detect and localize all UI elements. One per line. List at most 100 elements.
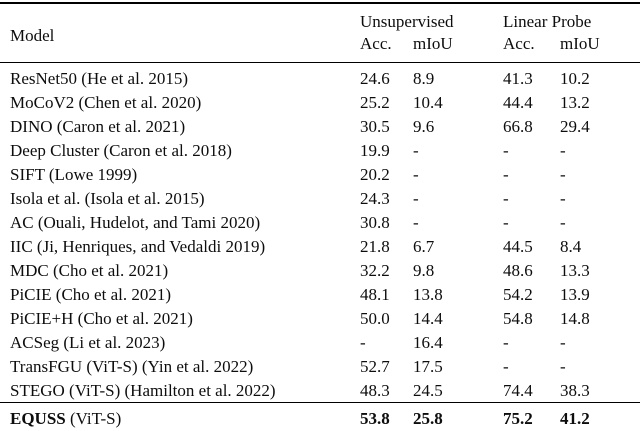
- linear-miou-cell: -: [560, 164, 566, 184]
- unsup-miou-cell: 8.9: [413, 68, 435, 88]
- unsup-acc-cell: 30.5: [360, 116, 390, 136]
- model-cell: SIFT (Lowe 1999): [10, 164, 138, 184]
- linear-acc-cell: 54.8: [503, 308, 533, 328]
- table-row: DINO (Caron et al. 2021) 30.5 9.6 66.8 2…: [0, 114, 640, 138]
- linear-acc-cell: -: [503, 356, 509, 376]
- table-row: STEGO (ViT-S) (Hamilton et al. 2022) 48.…: [0, 378, 640, 403]
- model-cell: MDC (Cho et al. 2021): [10, 260, 169, 280]
- unsup-acc-cell: 24.6: [360, 68, 390, 88]
- unsup-miou-cell: -: [413, 188, 419, 208]
- model-cell: MoCoV2 (Chen et al. 2020): [10, 92, 202, 112]
- table-row: ACSeg (Li et al. 2023) - 16.4 - -: [0, 330, 640, 354]
- linear-miou-cell: 38.3: [560, 380, 590, 400]
- column-header-unsup-acc: Acc.: [360, 34, 392, 53]
- linear-acc-cell: 48.6: [503, 260, 533, 280]
- unsup-acc-cell: 30.8: [360, 212, 390, 232]
- unsup-acc-cell: 24.3: [360, 188, 390, 208]
- table-row: Deep Cluster (Caron et al. 2018) 19.9 - …: [0, 138, 640, 162]
- unsup-miou-cell: 25.8: [413, 408, 443, 428]
- linear-acc-cell: -: [503, 140, 509, 160]
- unsup-miou-cell: -: [413, 140, 419, 160]
- unsup-miou-cell: 9.6: [413, 116, 435, 136]
- linear-miou-cell: -: [560, 212, 566, 232]
- unsup-miou-cell: 16.4: [413, 332, 443, 352]
- linear-acc-cell: 44.5: [503, 236, 533, 256]
- table-row: MoCoV2 (Chen et al. 2020) 25.2 10.4 44.4…: [0, 90, 640, 114]
- linear-miou-cell: 13.3: [560, 260, 590, 280]
- unsup-miou-cell: 17.5: [413, 356, 443, 376]
- linear-miou-cell: 29.4: [560, 116, 590, 136]
- unsup-miou-cell: 13.8: [413, 284, 443, 304]
- unsup-acc-cell: 19.9: [360, 140, 390, 160]
- linear-acc-cell: -: [503, 188, 509, 208]
- linear-acc-cell: -: [503, 212, 509, 232]
- unsup-acc-cell: 21.8: [360, 236, 390, 256]
- table-row: MDC (Cho et al. 2021) 32.2 9.8 48.6 13.3: [0, 258, 640, 282]
- unsup-miou-cell: 14.4: [413, 308, 443, 328]
- model-cell: STEGO (ViT-S) (Hamilton et al. 2022): [10, 380, 276, 400]
- table-row: Isola et al. (Isola et al. 2015) 24.3 - …: [0, 186, 640, 210]
- model-cell: ResNet50 (He et al. 2015): [10, 68, 188, 88]
- table-row: TransFGU (ViT-S) (Yin et al. 2022) 52.7 …: [0, 354, 640, 378]
- highlight-row-equss: EQUSS (ViT-S) 53.8 25.8 75.2 41.2: [0, 402, 640, 431]
- table-row: PiCIE+H (Cho et al. 2021) 50.0 14.4 54.8…: [0, 306, 640, 330]
- unsup-acc-cell: -: [360, 332, 366, 352]
- table-header: Model Unsupervised Linear Probe Acc. mIo…: [0, 3, 640, 63]
- linear-acc-cell: -: [503, 332, 509, 352]
- linear-miou-cell: 8.4: [560, 236, 582, 256]
- linear-acc-cell: 44.4: [503, 92, 533, 112]
- model-cell: PiCIE (Cho et al. 2021): [10, 284, 172, 304]
- model-cell: ACSeg (Li et al. 2023): [10, 332, 166, 352]
- table-row: ResNet50 (He et al. 2015) 24.6 8.9 41.3 …: [0, 63, 640, 91]
- linear-miou-cell: -: [560, 356, 566, 376]
- unsup-miou-cell: -: [413, 164, 419, 184]
- linear-miou-cell: -: [560, 332, 566, 352]
- linear-acc-cell: 54.2: [503, 284, 533, 304]
- linear-miou-cell: 10.2: [560, 68, 590, 88]
- linear-miou-cell: 41.2: [560, 408, 590, 428]
- model-cell: DINO (Caron et al. 2021): [10, 116, 186, 136]
- header-sub-row: Acc. mIoU Acc. mIoU: [0, 34, 640, 63]
- linear-miou-cell: -: [560, 188, 566, 208]
- column-header-unsup-miou: mIoU: [413, 34, 453, 53]
- column-header-linear-miou: mIoU: [560, 34, 600, 53]
- table-row: EQUSS (ViT-S) 53.8 25.8 75.2 41.2: [0, 403, 640, 431]
- unsup-acc-cell: 52.7: [360, 356, 390, 376]
- unsup-acc-cell: 48.1: [360, 284, 390, 304]
- unsup-acc-cell: 48.3: [360, 380, 390, 400]
- model-cell: IIC (Ji, Henriques, and Vedaldi 2019): [10, 236, 266, 256]
- linear-acc-cell: 41.3: [503, 68, 533, 88]
- unsup-miou-cell: 10.4: [413, 92, 443, 112]
- table-body: ResNet50 (He et al. 2015) 24.6 8.9 41.3 …: [0, 63, 640, 403]
- table-row: AC (Ouali, Hudelot, and Tami 2020) 30.8 …: [0, 210, 640, 234]
- linear-miou-cell: 13.9: [560, 284, 590, 304]
- model-cell: AC (Ouali, Hudelot, and Tami 2020): [10, 212, 261, 232]
- unsup-acc-cell: 25.2: [360, 92, 390, 112]
- model-cell: EQUSS (ViT-S): [0, 403, 360, 431]
- linear-acc-cell: 75.2: [503, 408, 533, 428]
- table-row: PiCIE (Cho et al. 2021) 48.1 13.8 54.2 1…: [0, 282, 640, 306]
- unsup-acc-cell: 20.2: [360, 164, 390, 184]
- linear-acc-cell: 74.4: [503, 380, 533, 400]
- model-name-bold: EQUSS: [10, 408, 66, 428]
- unsup-acc-cell: 50.0: [360, 308, 390, 328]
- model-name-suffix: (ViT-S): [65, 408, 122, 428]
- linear-miou-cell: 13.2: [560, 92, 590, 112]
- unsup-miou-cell: 9.8: [413, 260, 435, 280]
- unsup-miou-cell: 6.7: [413, 236, 435, 256]
- unsup-miou-cell: 24.5: [413, 380, 443, 400]
- linear-miou-cell: -: [560, 140, 566, 160]
- unsup-acc-cell: 53.8: [360, 408, 390, 428]
- column-header-linear-acc: Acc.: [503, 34, 535, 53]
- model-cell: TransFGU (ViT-S) (Yin et al. 2022): [10, 356, 254, 376]
- column-group-unsupervised: Unsupervised: [360, 12, 454, 31]
- unsup-acc-cell: 32.2: [360, 260, 390, 280]
- table-row: SIFT (Lowe 1999) 20.2 - - -: [0, 162, 640, 186]
- linear-acc-cell: -: [503, 164, 509, 184]
- model-cell: Deep Cluster (Caron et al. 2018): [10, 140, 232, 160]
- header-group-row: Model Unsupervised Linear Probe: [0, 3, 640, 44]
- unsup-miou-cell: -: [413, 212, 419, 232]
- linear-acc-cell: 66.8: [503, 116, 533, 136]
